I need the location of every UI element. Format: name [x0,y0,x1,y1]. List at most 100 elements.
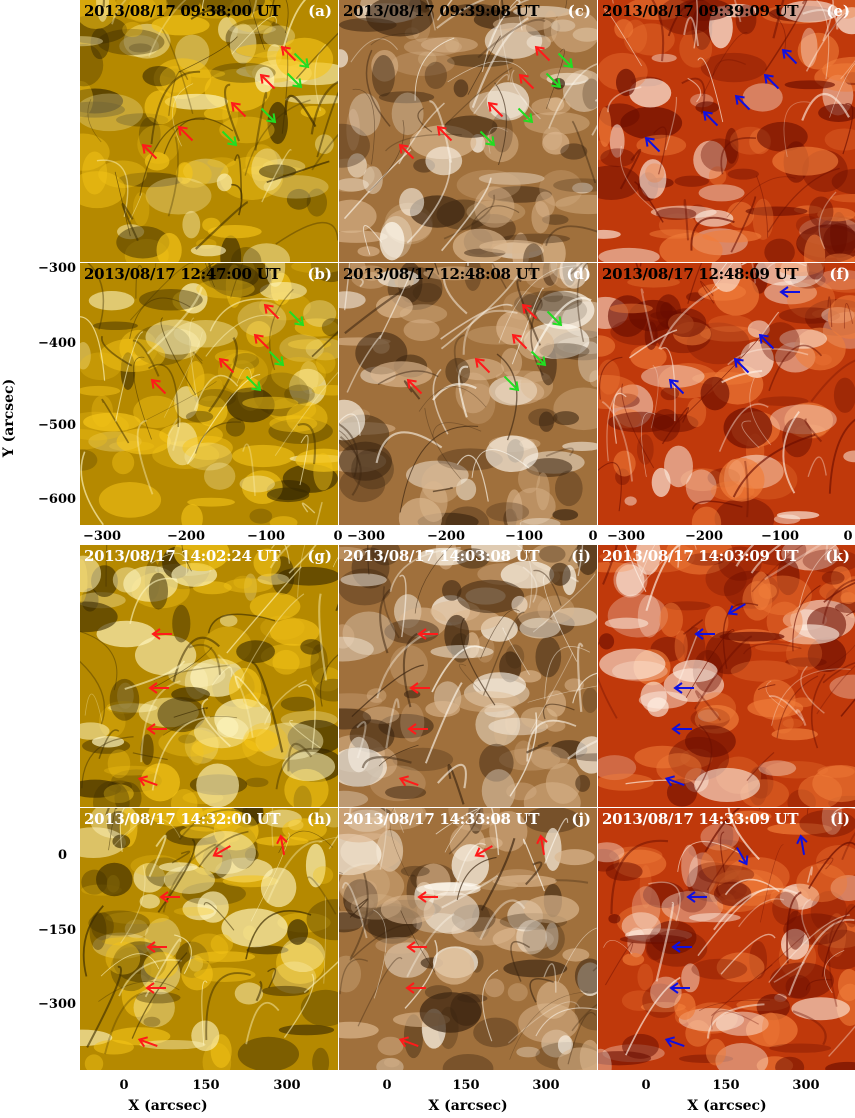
red-arrow-marker [534,45,551,62]
panel-label: (a) [308,2,332,20]
y-tick: −600 [38,492,77,507]
red-arrow-marker [398,143,415,160]
blue-arrow-marker [664,775,685,787]
red-arrow-marker [150,378,167,395]
panel-timestamp: 2013/08/17 14:32:00 UT [84,810,281,828]
green-arrow-marker [479,130,496,147]
solar-image-aia193 [339,545,597,807]
x-tick: −100 [760,529,800,544]
x-tick: −200 [166,529,206,544]
image-panel-l: 2013/08/17 14:33:09 UT (l) [598,808,855,1070]
x-tick: 150 [712,1078,740,1093]
red-arrow-marker [151,628,172,640]
x-tick: 150 [192,1078,220,1093]
x-tick: 0 [382,1078,392,1093]
panel-timestamp: 2013/08/17 09:38:00 UT [84,2,281,20]
solar-image-aia171 [80,0,338,262]
red-arrow-marker [398,1036,419,1048]
red-arrow-marker [487,101,504,118]
x-tick: 0 [119,1078,129,1093]
blue-arrow-marker [763,73,780,90]
green-arrow-marker [546,310,563,327]
panel-label: (e) [826,2,850,20]
y-tick: −400 [38,336,77,351]
y-tick: 0 [58,848,68,863]
panel-label: (i) [571,547,591,565]
red-arrow-marker [145,982,166,994]
panel-timestamp: 2013/08/17 09:39:09 UT [602,2,799,20]
red-arrow-marker [409,682,430,694]
red-arrow-marker [474,357,491,374]
blue-arrow-marker [781,48,798,65]
green-arrow-marker [260,107,277,124]
red-arrow-marker [417,891,438,903]
x-tick: −300 [346,529,386,544]
x-tick: 300 [273,1078,301,1093]
panel-timestamp: 2013/08/17 12:48:09 UT [602,265,799,283]
panel-timestamp: 2013/08/17 14:02:24 UT [84,547,281,565]
y-axis-title: Y (arcsec) [1,378,18,458]
green-arrow-marker [545,72,562,89]
solar-image-aia304 [598,545,855,807]
red-arrow-marker [436,125,453,142]
red-arrow-marker [511,333,528,350]
x-tick: −300 [82,529,122,544]
green-arrow-marker [286,72,303,89]
x-axis-title-col3: X (arcsec) [687,1098,767,1114]
image-panel-d: 2013/08/17 12:48:08 UT (d) [339,263,597,525]
image-panel-i: 2013/08/17 14:03:08 UT (i) [339,545,597,807]
panel-label: (h) [306,810,332,828]
solar-image-aia193 [339,0,597,262]
x-axis-title-col1: X (arcsec) [128,1098,208,1114]
blue-arrow-marker [758,333,775,350]
blue-arrow-marker [671,723,692,735]
blue-arrow-marker [736,847,749,866]
red-arrow-marker [406,941,427,953]
y-tick: −300 [38,261,77,276]
image-panel-h: 2013/08/17 14:32:00 UT (h) [80,808,338,1070]
x-tick: −100 [504,529,544,544]
green-arrow-marker [503,375,520,392]
blue-arrow-marker [644,136,661,153]
panel-timestamp: 2013/08/17 12:47:00 UT [84,265,281,283]
panel-label: (l) [830,810,850,828]
red-arrow-marker [146,941,167,953]
solar-image-aia304 [598,808,855,1070]
red-arrow-marker [518,73,535,90]
red-arrow-marker [253,333,270,350]
panel-label: (j) [571,810,591,828]
x-tick: −100 [246,529,286,544]
green-arrow-marker [557,52,574,69]
green-arrow-marker [221,130,238,147]
blue-arrow-marker [796,834,808,855]
x-tick: 150 [452,1078,480,1093]
x-tick: 0 [843,529,853,544]
y-tick: −300 [38,997,77,1012]
x-tick: 0 [333,529,343,544]
blue-arrow-marker [673,682,694,694]
red-arrow-marker [146,723,167,735]
red-arrow-marker [417,628,438,640]
image-panel-k: 2013/08/17 14:03:09 UT (k) [598,545,855,807]
green-arrow-marker [268,350,285,367]
blue-arrow-marker [727,603,746,616]
solar-image-aia193 [339,808,597,1070]
blue-arrow-marker [669,982,690,994]
blue-arrow-marker [664,1036,685,1048]
blue-arrow-marker [694,628,715,640]
panel-timestamp: 2013/08/17 14:03:08 UT [343,547,540,565]
red-arrow-marker [230,101,247,118]
image-panel-e: 2013/08/17 09:39:09 UT (e) [598,0,855,262]
green-arrow-marker [517,107,534,124]
red-arrow-marker [259,73,276,90]
image-panel-a: 2013/08/17 09:38:00 UT (a) [80,0,338,262]
x-axis-title-col2: X (arcsec) [428,1098,508,1114]
panel-timestamp: 2013/08/17 09:39:08 UT [343,2,540,20]
image-panel-f: 2013/08/17 12:48:09 UT (f) [598,263,855,525]
red-arrow-marker [141,143,158,160]
green-arrow-marker [293,52,310,69]
panel-timestamp: 2013/08/17 12:48:08 UT [343,265,540,283]
red-arrow-marker [137,775,158,787]
blue-arrow-marker [686,891,707,903]
green-arrow-marker [530,350,547,367]
